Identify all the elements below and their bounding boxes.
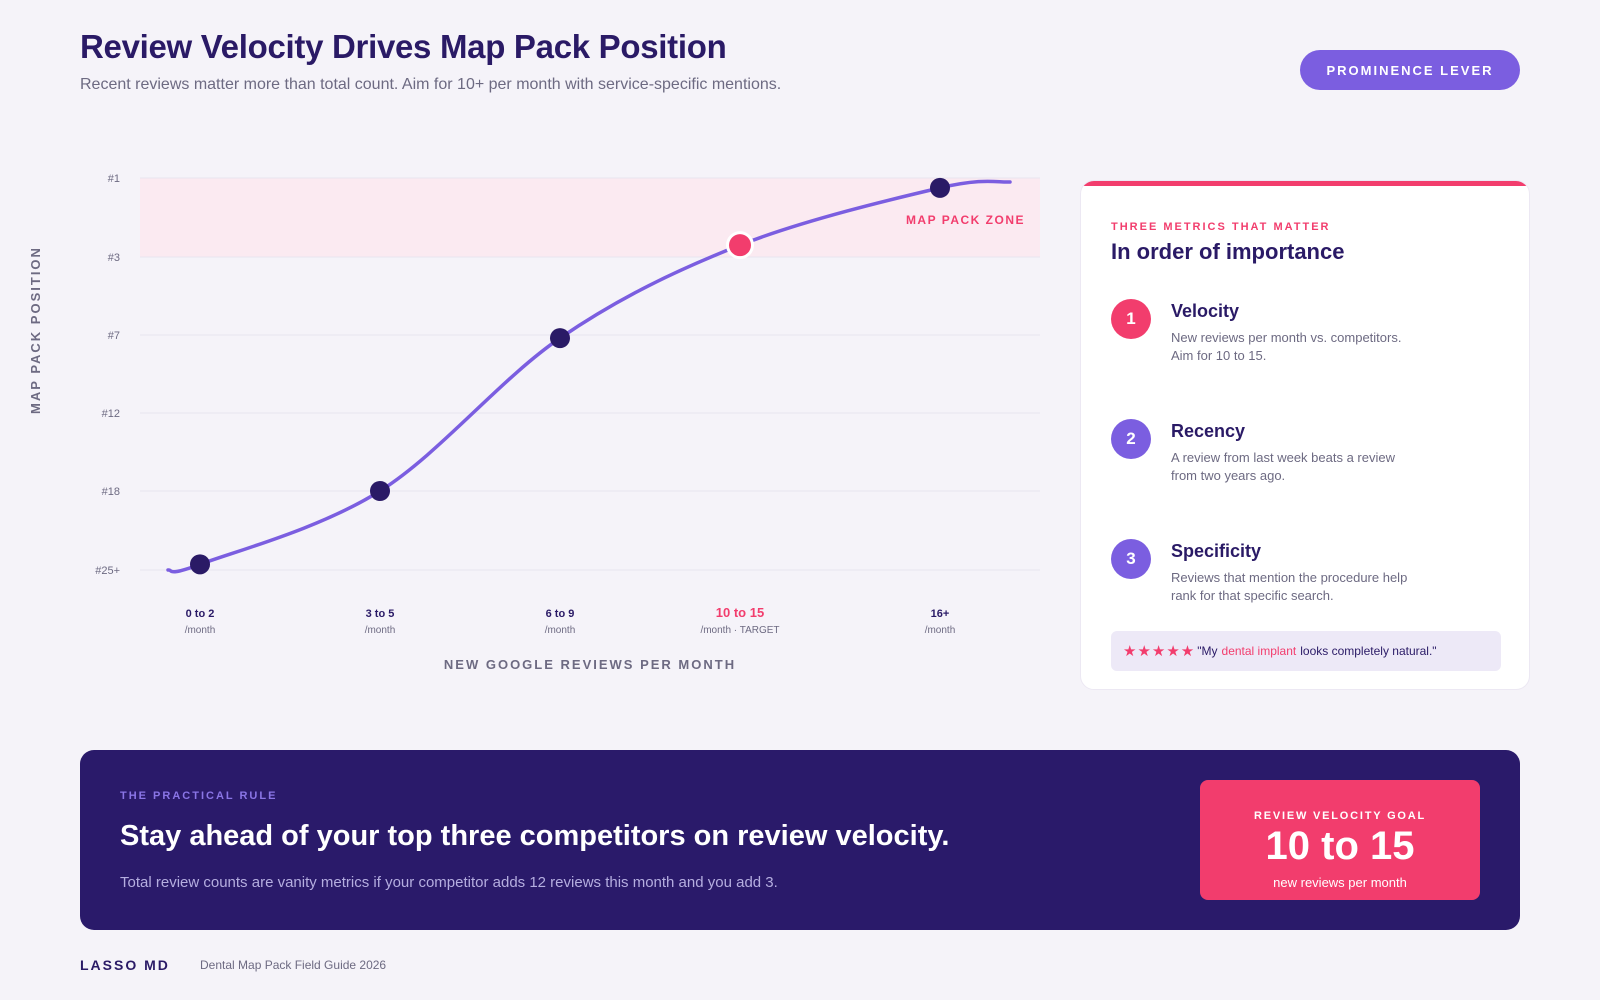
y-tick-label: #7 [108, 330, 120, 342]
goal-label: REVIEW VELOCITY GOAL [1253, 810, 1427, 822]
quote-highlight: dental implant [1221, 644, 1297, 658]
banner-eyebrow: THE PRACTICAL RULE [120, 790, 278, 802]
x-tick-label: 10 to 15 [716, 605, 764, 620]
metric-description: New reviews per month vs. competitors. A… [1171, 330, 1402, 363]
target-data-point [729, 234, 751, 257]
metric-name: Recency [1171, 421, 1246, 441]
metric-name: Specificity [1171, 541, 1262, 561]
x-tick-label: 6 to 9 [546, 608, 575, 620]
metric-specificity: 3 Specificity Reviews that mention the p… [1111, 539, 1511, 619]
prominence-lever-badge[interactable]: PROMINENCE LEVER [1300, 50, 1520, 90]
banner-headline: Stay ahead of your top three competitors… [120, 820, 950, 852]
metric-description: A review from last week beats a review f… [1171, 450, 1395, 483]
y-tick-label: #18 [102, 486, 120, 498]
x-tick-label: 3 to 5 [366, 608, 395, 620]
x-tick-sublabel: /month [545, 625, 576, 636]
data-point [550, 328, 570, 349]
guide-title: Dental Map Pack Field Guide 2026 [200, 958, 387, 972]
velocity-chart: MAP PACK ZONE #1 #3 #7 #12 #18 #25+ MAP PACK PO… [0, 150, 1060, 690]
y-axis-label: MAP PACK POSITION [28, 246, 43, 414]
metric-description: Reviews that mention the procedure help … [1171, 570, 1408, 603]
y-tick-label: #1 [108, 173, 120, 185]
metric-name: Velocity [1171, 301, 1240, 321]
x-tick-sublabel: /month [925, 625, 956, 636]
y-tick-label: #25+ [95, 565, 120, 577]
data-point [370, 481, 390, 501]
metrics-card: THREE METRICS THAT MATTER In order of im… [1080, 180, 1530, 690]
card-accent-bar [1081, 181, 1529, 186]
data-point [190, 554, 210, 575]
metric-number-badge: 1 [1111, 299, 1151, 339]
map-pack-zone-label: MAP PACK ZONE [906, 213, 1025, 227]
velocity-goal-box: REVIEW VELOCITY GOAL 10 to 15 new review… [1200, 780, 1480, 900]
page-title: Review Velocity Drives Map Pack Position [80, 28, 727, 65]
page-subtitle: Recent reviews matter more than total co… [80, 76, 782, 93]
x-tick-sublabel: /month [185, 625, 216, 636]
brand-logo: LASSO MD [80, 957, 170, 973]
metric-number-badge: 2 [1111, 419, 1151, 459]
x-tick-sublabel: /month · TARGET [700, 625, 779, 636]
banner-subtext: Total review counts are vanity metrics i… [120, 874, 778, 891]
map-pack-zone-band [140, 178, 1040, 257]
quote-text-start: "My [1197, 644, 1218, 658]
x-tick-label: 0 to 2 [186, 608, 215, 620]
goal-unit: new reviews per month [1273, 875, 1407, 890]
metric-recency: 2 Recency A review from last week beats … [1111, 419, 1511, 499]
card-heading: In order of importance [1111, 239, 1345, 264]
review-quote: ★★★★★ "My dental implant looks completel… [1111, 631, 1501, 671]
data-point [930, 177, 950, 198]
y-tick-label: #3 [108, 252, 120, 264]
goal-value: 10 to 15 [1265, 824, 1415, 868]
quote-text-end: looks completely natural." [1300, 644, 1437, 658]
x-tick-sublabel: /month [365, 625, 396, 636]
practical-rule-banner: THE PRACTICAL RULE Stay ahead of your to… [80, 750, 1520, 930]
x-tick-label: 16+ [931, 608, 950, 620]
metric-number-badge: 3 [1111, 539, 1151, 579]
metric-velocity: 1 Velocity New reviews per month vs. com… [1111, 299, 1511, 379]
x-axis-label: NEW GOOGLE REVIEWS PER MONTH [444, 657, 736, 672]
y-tick-label: #12 [102, 408, 120, 420]
velocity-chart-svg: MAP PACK ZONE #1 #3 #7 #12 #18 #25+ MAP PACK PO… [28, 173, 1040, 672]
card-eyebrow: THREE METRICS THAT MATTER [1111, 221, 1331, 233]
five-star-icon: ★★★★★ [1123, 643, 1196, 660]
